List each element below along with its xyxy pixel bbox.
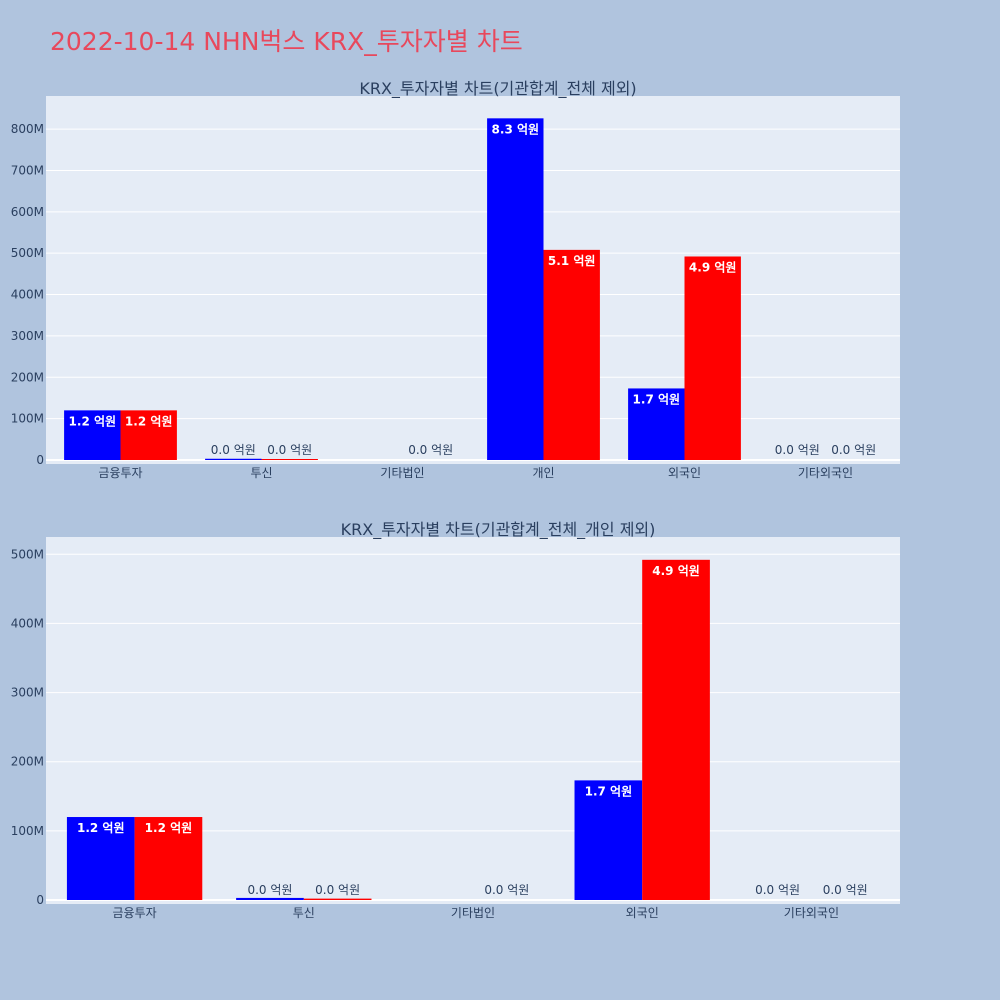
x-tick-label: 기타외국인 xyxy=(798,466,853,480)
data-label: 1.2 억원 xyxy=(69,414,117,428)
data-label: 1.7 억원 xyxy=(633,392,681,406)
x-tick-label: 외국인 xyxy=(626,906,659,920)
data-label: 0.0 억원 xyxy=(755,883,800,897)
x-tick-label: 외국인 xyxy=(668,466,701,480)
y-tick-label: 300M xyxy=(11,686,44,700)
bar xyxy=(261,459,318,460)
data-label: 1.2 억원 xyxy=(145,821,193,835)
bar xyxy=(120,410,177,460)
x-tick-label: 투신 xyxy=(293,906,315,920)
chart-title: KRX_투자자별 차트(기관합계_전체_개인 제외) xyxy=(341,520,656,540)
y-tick-label: 600M xyxy=(11,205,44,219)
y-tick-label: 400M xyxy=(11,288,44,302)
y-tick-label: 100M xyxy=(11,824,44,838)
data-label: 0.0 억원 xyxy=(247,883,292,897)
data-label: 0.0 억원 xyxy=(484,883,529,897)
x-tick-label: 기타법인 xyxy=(451,906,495,920)
data-label: 0.0 억원 xyxy=(267,443,312,457)
data-label: 5.1 억원 xyxy=(548,254,596,268)
data-label: 0.0 억원 xyxy=(823,883,868,897)
bar xyxy=(628,388,685,460)
bar xyxy=(574,780,643,900)
bar xyxy=(64,410,121,460)
data-label: 0.0 억원 xyxy=(408,443,453,457)
y-tick-label: 400M xyxy=(11,616,44,630)
data-label: 1.7 억원 xyxy=(585,784,633,798)
bar xyxy=(487,118,544,460)
bar xyxy=(236,897,304,900)
chart-title: KRX_투자자별 차트(기관합계_전체 제외) xyxy=(359,79,636,99)
data-label: 1.2 억원 xyxy=(77,821,125,835)
x-tick-label: 투신 xyxy=(250,466,272,480)
x-tick-label: 금융투자 xyxy=(98,466,142,480)
x-tick-label: 개인 xyxy=(532,466,554,480)
data-label: 4.9 억원 xyxy=(689,260,737,274)
data-label: 4.9 억원 xyxy=(652,564,700,578)
bar xyxy=(66,817,135,900)
chart-top: KRX_투자자별 차트(기관합계_전체 제외) 0 100M 200M 300M 400M… xyxy=(11,79,900,480)
y-tick-label: 100M xyxy=(11,412,44,426)
y-tick-label: 500M xyxy=(11,246,44,260)
bar xyxy=(134,817,203,900)
x-tick-label: 기타법인 xyxy=(380,466,424,480)
bar xyxy=(303,898,372,900)
bar xyxy=(684,256,741,460)
data-label: 0.0 억원 xyxy=(775,443,820,457)
data-label: 0.0 억원 xyxy=(831,443,876,457)
x-tick-label: 금융투자 xyxy=(113,906,157,920)
y-tick-label: 0 xyxy=(36,893,44,907)
chart-bottom: KRX_투자자별 차트(기관합계_전체_개인 제외) 0 100M 200M 300M 4… xyxy=(11,520,900,920)
page-title: 2022-10-14 NHN벅스 KRX_투자자별 차트 xyxy=(50,27,523,56)
y-tick-label: 700M xyxy=(11,163,44,177)
data-label: 0.0 억원 xyxy=(211,443,256,457)
bar xyxy=(205,458,262,460)
y-tick-label: 200M xyxy=(11,755,44,769)
bar xyxy=(642,559,710,900)
data-label: 0.0 억원 xyxy=(315,883,360,897)
y-tick-label: 800M xyxy=(11,122,44,136)
plot-area xyxy=(46,96,900,464)
y-tick-label: 0 xyxy=(36,453,44,467)
x-tick-label: 기타외국인 xyxy=(784,906,839,920)
bar xyxy=(543,249,600,460)
data-label: 8.3 억원 xyxy=(492,122,540,136)
y-tick-label: 300M xyxy=(11,329,44,343)
y-tick-label: 200M xyxy=(11,370,44,384)
data-label: 1.2 억원 xyxy=(125,414,173,428)
y-tick-label: 500M xyxy=(11,547,44,561)
